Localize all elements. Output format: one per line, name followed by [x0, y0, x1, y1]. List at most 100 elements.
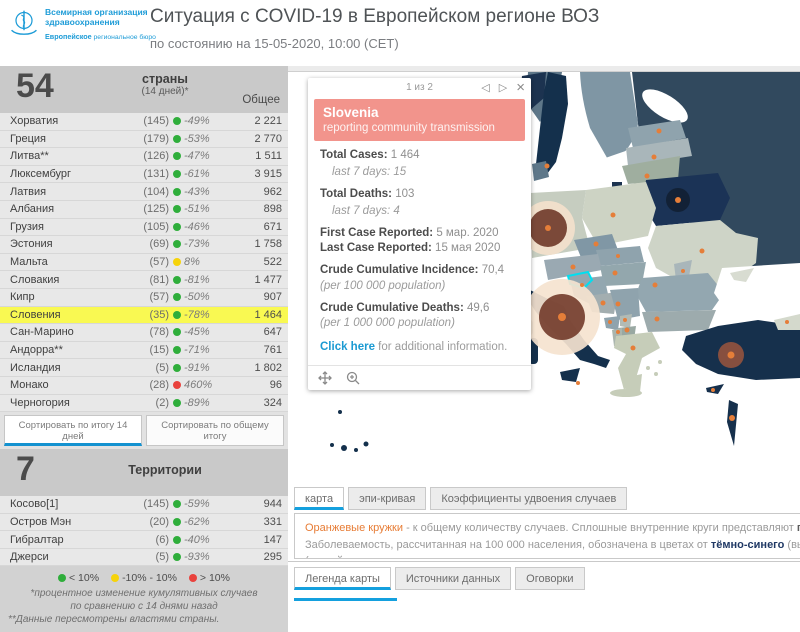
table-row[interactable]: Хорватия (145) -49% 2 221 [0, 113, 288, 131]
total-cases: 324 [263, 396, 282, 409]
legend-item: -10% - 10% [111, 572, 177, 584]
table-row[interactable]: Эстония (69) -73% 1 758 [0, 236, 288, 254]
cases-dots[interactable] [544, 128, 790, 422]
count-14days: (145) [143, 498, 169, 511]
table-row[interactable]: Джерси (5) -93% 295 [0, 548, 288, 567]
table-row[interactable]: Албания (125) -51% 898 [0, 200, 288, 219]
trend-dot-icon [173, 381, 181, 390]
countries-header-band: 54 страны (14 дней)* Общее [0, 66, 288, 113]
next-icon[interactable]: ▷ [498, 82, 508, 94]
country-name: Джерси [10, 551, 49, 564]
table-row[interactable]: Словакия (81) -81% 1 477 [0, 271, 288, 289]
tab-источники-данных[interactable]: Источники данных [394, 567, 512, 590]
table-row[interactable]: Монако (28) 460% 96 [0, 376, 288, 395]
country-name: Албания [10, 203, 55, 216]
prev-icon[interactable]: ◁ [481, 82, 490, 94]
cases-circle-italy[interactable] [524, 279, 600, 355]
sort-by-total-button[interactable]: Сортировать по общему итогу [146, 415, 284, 447]
tab-эпи-кривая[interactable]: эпи-кривая [348, 487, 427, 510]
popup-toolbar [308, 365, 531, 390]
col-total-label: Общее [242, 94, 280, 106]
tab-оговорки[interactable]: Оговорки [515, 567, 585, 590]
total-cases-label: Total Cases: [320, 149, 388, 161]
trend-legend: < 10% -10% - 10% > 10% [8, 570, 280, 587]
zoom-in-icon[interactable] [346, 371, 360, 385]
tab-коэффициенты-удвоения-случаев[interactable]: Коэффициенты удвоения случаев [430, 487, 628, 510]
table-row[interactable]: Остров Мэн (20) -62% 331 [0, 513, 288, 532]
table-row[interactable]: Латвия (104) -43% 962 [0, 183, 288, 201]
footnote-2: по сравнению с 14 днями назад [70, 601, 218, 613]
country-name: Греция [10, 132, 46, 145]
table-row[interactable]: Косово[1] (145) -59% 944 [0, 496, 288, 514]
incidence-label: Crude Cumulative Incidence: [320, 263, 479, 276]
country-name: Литва** [10, 150, 49, 163]
total-cases: 671 [263, 220, 282, 233]
table-row[interactable]: Сан-Марино (78) -45% 647 [0, 324, 288, 342]
trend-percent: 8% [184, 256, 200, 269]
trend-dot-icon [173, 500, 181, 509]
legend-label: < 10% [68, 572, 100, 585]
trend-dot-icon [173, 117, 181, 126]
trend-dot-icon [173, 134, 181, 143]
legend-label: -10% - 10% [122, 572, 177, 585]
last-case-value: 15 мая 2020 [435, 241, 501, 254]
country-name: Кипр [10, 291, 35, 304]
cases-circle-germany[interactable] [521, 201, 575, 255]
page-header: Всемирная организация здравоохранения Евр… [0, 0, 800, 67]
table-row[interactable]: Грузия (105) -46% 671 [0, 218, 288, 237]
popup-country-name: Slovenia [323, 105, 379, 120]
table-row[interactable]: Греция (179) -53% 2 770 [0, 130, 288, 149]
tab-легенда-карты[interactable]: Легенда карты [294, 567, 391, 590]
tab-карта[interactable]: карта [294, 487, 345, 510]
legend-item: < 10% [57, 572, 100, 585]
cases-circle-turkey[interactable] [718, 342, 744, 368]
count-14days: (69) [149, 238, 169, 251]
deaths-rate-value: 49,6 [466, 301, 490, 314]
trend-percent: -59% [184, 498, 210, 511]
territory-count: 7 [16, 450, 35, 489]
trend-percent: -46% [184, 220, 210, 233]
table-row[interactable]: Гибралтар (6) -40% 147 [0, 531, 288, 549]
table-row[interactable]: Мальта (57) 8% 522 [0, 253, 288, 272]
table-row[interactable]: Кипр (57) -50% 907 [0, 288, 288, 307]
total-cases: 962 [263, 185, 282, 198]
count-14days: (35) [149, 308, 169, 321]
cases-circle-belarus[interactable] [666, 188, 690, 212]
total-cases: 331 [263, 515, 282, 528]
country-name: Остров Мэн [10, 515, 72, 528]
countries-table: Хорватия (145) -49% 2 221 Греция (179) -53% 2 7… [0, 113, 288, 413]
table-row[interactable]: Люксембург (131) -61% 3 915 [0, 165, 288, 184]
popup-transmission-status: reporting community transmission [323, 122, 495, 134]
pager-text: 1 из 2 [406, 82, 433, 93]
trend-dot-icon [173, 363, 181, 372]
total-cases: 295 [263, 551, 282, 564]
count-14days: (104) [143, 185, 169, 198]
sort-by-14days-button[interactable]: Сортировать по итогу 14 дней [4, 415, 142, 447]
total-deaths-value: 103 [395, 187, 415, 200]
table-row[interactable]: Исландия (5) -91% 1 802 [0, 359, 288, 377]
count-14days: (15) [149, 344, 169, 357]
col-14days-label: (14 дней)* [141, 86, 189, 97]
total-cases: 1 477 [254, 273, 282, 286]
table-row[interactable]: Литва** (126) -47% 1 511 [0, 148, 288, 166]
close-icon[interactable]: × [516, 79, 525, 96]
pan-icon[interactable] [318, 371, 332, 385]
countries-panel: 54 страны (14 дней)* Общее Хорватия (145)… [0, 66, 289, 632]
table-row[interactable]: Словения (35) -78% 1 464 [0, 306, 288, 325]
table-row[interactable]: Черногория (2) -89% 324 [0, 394, 288, 413]
count-14days: (81) [149, 273, 169, 286]
trend-percent: -45% [184, 326, 210, 339]
count-14days: (125) [143, 203, 169, 216]
trend-dot-icon [173, 275, 181, 284]
total-cases: 907 [263, 291, 282, 304]
trend-dot-icon [173, 346, 181, 355]
bottom-bar: Легенда карты Источники данных Оговорки [288, 561, 800, 601]
trend-percent: -71% [184, 344, 210, 357]
click-here-link[interactable]: Click here [320, 341, 375, 354]
country-count: 54 [16, 67, 54, 105]
total-cases: 3 915 [254, 168, 282, 181]
count-14days: (78) [149, 326, 169, 339]
table-row[interactable]: Андорра** (15) -71% 761 [0, 341, 288, 360]
country-name: Монако [10, 379, 49, 392]
trend-percent: 460% [184, 379, 213, 392]
